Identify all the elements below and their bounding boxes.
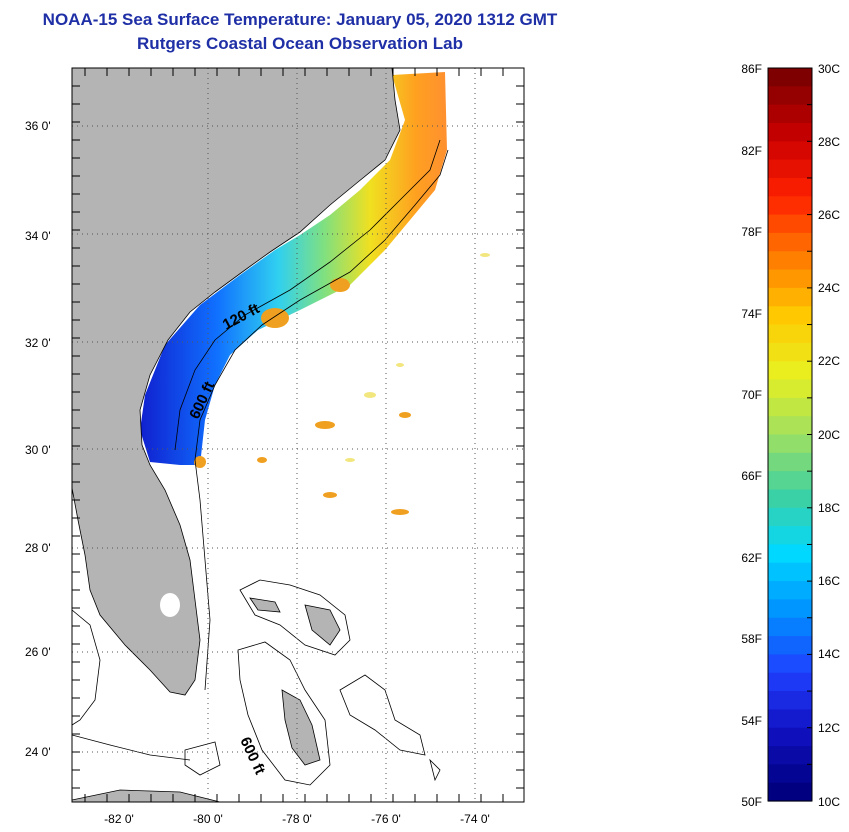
color-bar-segment — [768, 416, 812, 436]
color-bar-segment — [768, 746, 812, 765]
map-subtitle: Rutgers Coastal Ocean Observation Lab — [137, 34, 463, 53]
cb-c-12: 12C — [818, 721, 840, 735]
color-bar-segment — [768, 361, 812, 381]
cb-c-30: 30C — [818, 62, 840, 76]
cb-f-50: 50F — [741, 795, 762, 809]
color-bar-segment — [768, 141, 812, 161]
sst-warm-patches — [194, 278, 411, 515]
color-bar-segment — [768, 196, 812, 216]
color-bar-segment — [768, 507, 812, 527]
color-bar-segment — [768, 636, 812, 655]
lon-label-74: -74 0' — [460, 812, 490, 826]
contour-label-600ft-south: 600 ft — [236, 735, 268, 778]
color-bar-segment — [768, 397, 812, 417]
lon-label-82: -82 0' — [104, 812, 134, 826]
color-bar-segment — [768, 672, 812, 692]
color-bar-segment — [768, 471, 812, 491]
map-frame — [71, 67, 525, 803]
color-bar-segment — [768, 654, 812, 674]
color-bar-segment — [768, 287, 812, 307]
cb-c-16: 16C — [818, 574, 840, 588]
cb-c-26: 26C — [818, 208, 840, 222]
color-bar-segment — [768, 691, 812, 710]
lat-label-26: 26 0' — [25, 645, 51, 659]
lon-label-80: -80 0' — [193, 812, 223, 826]
color-bar-segment — [768, 177, 812, 197]
color-bar-segment — [768, 86, 812, 106]
lon-label-78: -78 0' — [282, 812, 312, 826]
color-bar-segment — [768, 306, 812, 326]
lon-label-76: -76 0' — [371, 812, 401, 826]
cb-f-66: 66F — [741, 469, 762, 483]
color-bar-segment — [768, 342, 812, 362]
color-bar-segment — [768, 489, 812, 509]
color-bar-segment — [768, 452, 812, 472]
color-bar-segment — [768, 599, 812, 619]
land-bahamas — [249, 597, 341, 766]
color-bar-segment — [768, 159, 812, 179]
color-bar-segment — [768, 379, 812, 399]
color-bar-segment — [768, 122, 812, 142]
color-bar-segment — [768, 727, 812, 747]
lat-lon-grid — [72, 68, 524, 802]
cb-c-14: 14C — [818, 647, 840, 661]
lat-label-36: 36 0' — [25, 119, 51, 133]
land-cuba — [72, 789, 221, 802]
land-us-mainland — [72, 68, 401, 696]
color-bar-segment — [768, 764, 812, 784]
color-bar-segment — [768, 251, 812, 271]
cb-f-58: 58F — [741, 632, 762, 646]
color-bar-segment — [768, 104, 812, 124]
cb-c-28: 28C — [818, 135, 840, 149]
cb-c-24: 24C — [818, 281, 840, 295]
color-bar-segment — [768, 709, 812, 729]
map-title: NOAA-15 Sea Surface Temperature: January… — [42, 10, 558, 29]
color-bar-segment — [768, 68, 812, 87]
color-bar-segment — [768, 581, 812, 601]
cb-c-22: 22C — [818, 354, 840, 368]
cb-f-54: 54F — [741, 714, 762, 728]
lat-label-34: 34 0' — [25, 229, 51, 243]
color-bar-segment — [768, 562, 812, 582]
color-bar-segment — [768, 617, 812, 637]
color-bar-segment — [768, 232, 812, 252]
color-bar-segment — [768, 324, 812, 344]
cb-f-70: 70F — [741, 388, 762, 402]
lat-label-28: 28 0' — [25, 541, 51, 555]
sst-swath — [140, 72, 447, 465]
color-bar-segment — [768, 434, 812, 454]
lat-label-30: 30 0' — [25, 443, 51, 457]
bathymetry-contours — [72, 139, 449, 786]
cb-c-18: 18C — [818, 501, 840, 515]
axis-ticks — [72, 67, 524, 802]
color-bar — [767, 67, 813, 802]
cb-f-86: 86F — [741, 62, 762, 76]
cb-c-20: 20C — [818, 428, 840, 442]
cb-f-62: 62F — [741, 551, 762, 565]
sst-yellow-patches — [345, 253, 490, 462]
color-bar-segment — [768, 214, 812, 234]
color-bar-segment — [768, 782, 812, 802]
color-bar-segment — [768, 544, 812, 564]
color-bar-segment — [768, 269, 812, 289]
color-bar-segment — [768, 526, 812, 546]
cb-f-82: 82F — [741, 144, 762, 158]
cb-f-74: 74F — [741, 307, 762, 321]
lake-okeechobee — [160, 593, 180, 617]
lat-label-32: 32 0' — [25, 336, 51, 350]
lat-label-24: 24 0' — [25, 745, 51, 759]
cb-f-78: 78F — [741, 225, 762, 239]
cb-c-10: 10C — [818, 795, 840, 809]
